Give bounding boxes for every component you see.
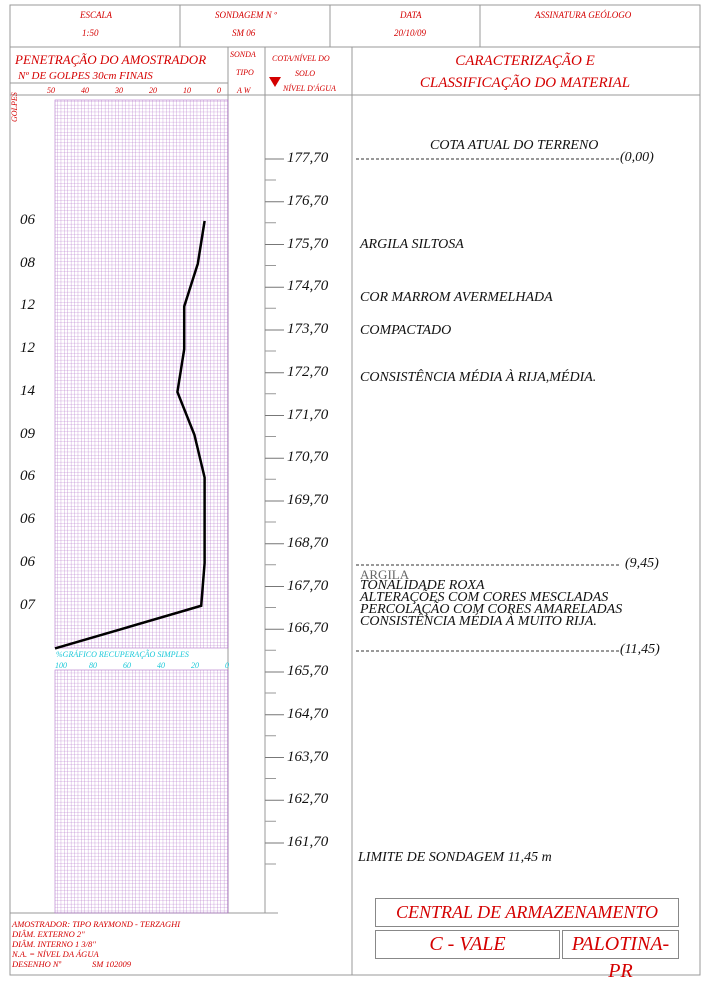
carac-title-1: CARACTERIZAÇÃO E	[455, 53, 595, 69]
blow-count-label: 12	[20, 297, 35, 314]
cota-label: 166,70	[287, 620, 329, 637]
cota-label: 165,70	[287, 663, 329, 679]
data-label: DATA	[400, 10, 422, 20]
desc-compactado: COMPACTADO	[360, 323, 452, 338]
golpes-title: Nº DE GOLPES 30cm FINAIS	[18, 70, 153, 82]
recovery-scale-tick: 20	[191, 661, 199, 670]
cota-label: 177,70	[287, 150, 329, 166]
escala-label: ESCALA	[80, 10, 113, 20]
recovery-scale-tick: 0	[225, 661, 229, 670]
carac-title-2: CLASSIFICAÇÃO DO MATERIAL	[419, 75, 631, 91]
blow-scale-tick: 50	[47, 86, 55, 95]
project-box: CENTRAL DE ARMAZENAMENTO	[375, 898, 679, 927]
cota-label: 176,70	[287, 192, 329, 209]
assinatura-label: ASSINATURA GEÓLOGO	[535, 10, 632, 20]
blow-scale-tick: 20	[149, 86, 157, 95]
desc-consistencia: CONSISTÊNCIA MÉDIA À RIJA,MÉDIA.	[360, 370, 597, 385]
cota-label: 167,70	[287, 577, 329, 594]
cota-label: 172,70	[287, 363, 329, 380]
depth-945: (9,45)	[625, 556, 659, 571]
cota-label: 169,70	[287, 492, 329, 508]
outer-border	[9, 4, 701, 976]
penetracao-title: PENETRAÇÃO DO AMOSTRADOR	[15, 52, 207, 67]
blow-count-label: 14	[20, 382, 35, 399]
desc-tonalidade: TONALIDADE ROXA	[360, 578, 485, 593]
footer-amostrador: AMOSTRADOR: TIPO RAYMOND - TERZAGHI	[12, 919, 181, 929]
recuperacao-title: %GRÁFICO RECUPERAÇÃO SIMPLES	[56, 650, 189, 659]
blow-count-label: 09	[20, 425, 35, 442]
blow-count-label: 08	[20, 254, 35, 271]
recovery-scale-tick: 40	[157, 661, 165, 670]
solo-label: SOLO	[295, 69, 316, 78]
client-box: C - VALE	[375, 930, 560, 959]
cota-label: 161,70	[287, 834, 329, 850]
water-level-icon	[269, 77, 281, 87]
golpes-vertical-label: GOLPES	[10, 92, 19, 122]
data-value: 20/10/09	[394, 28, 427, 38]
cota-atual: COTA ATUAL DO TERRENO	[430, 138, 599, 153]
footer-desenho-value: SM 102009	[92, 959, 131, 969]
cota-label: 174,70	[287, 278, 329, 295]
cota-label: 175,70	[287, 235, 329, 252]
cota-label: 164,70	[287, 705, 329, 722]
cota-label: 171,70	[287, 406, 329, 423]
footer-desenho: DESENHO Nº	[12, 959, 62, 969]
cota-label: 163,70	[287, 748, 329, 765]
blow-count-label: 07	[20, 596, 35, 613]
blow-count-label: 06	[20, 553, 35, 570]
blow-scale-tick: 40	[81, 86, 89, 95]
blow-count-label: 06	[20, 511, 35, 528]
blow-scale-tick: 0	[217, 86, 221, 95]
sondagem-label: SONDAGEM N º	[215, 10, 277, 20]
recovery-grid	[54, 669, 229, 914]
cota-label: COTA/NÍVEL DO	[272, 54, 330, 63]
recovery-scale-tick: 100	[55, 661, 67, 670]
depth-1145: (11,45)	[620, 642, 660, 657]
depth-0: (0,00)	[620, 150, 654, 165]
desc-argila-siltosa: ARGILA SILTOSA	[360, 237, 464, 252]
limite-sondagem: LIMITE DE SONDAGEM 11,45 m	[358, 850, 552, 865]
tipo-label: TIPO	[236, 68, 254, 77]
desc-cor: COR MARROM AVERMELHADA	[360, 290, 553, 305]
cota-label: 168,70	[287, 534, 329, 551]
footer-externo: DIÂM. EXTERNO 2"	[12, 929, 85, 939]
escala-value: 1:50	[82, 28, 99, 38]
aw-label: A W	[237, 86, 251, 95]
recovery-scale-tick: 60	[123, 661, 131, 670]
desc-alteracoes: ALTERAÇÕES COM CORES MESCLADAS	[360, 590, 609, 605]
nivel-agua-label: NÍVEL D'ÁGUA	[283, 84, 336, 93]
blow-scale-tick: 10	[183, 86, 191, 95]
desc-consistencia-2: CONSISTÊNCIA MÉDIA À MUITO RIJA.	[360, 614, 597, 629]
footer-na: N.A. = NÍVEL DA ÁGUA	[12, 949, 99, 959]
recovery-scale-tick: 80	[89, 661, 97, 670]
blow-count-grid	[54, 99, 229, 649]
blow-count-label: 06	[20, 468, 35, 485]
sonda-label: SONDA	[230, 50, 256, 59]
location-box: PALOTINA-PR	[562, 930, 679, 981]
desc-argila: ARGILA	[360, 567, 410, 582]
cota-label: 170,70	[287, 449, 329, 466]
blow-scale-tick: 30	[115, 86, 123, 95]
blow-count-label: 12	[20, 340, 35, 357]
cota-label: 173,70	[287, 321, 329, 337]
cota-label: 162,70	[287, 791, 329, 808]
footer-interno: DIÂM. INTERNO 1 3/8"	[12, 939, 96, 949]
sondagem-value: SM 06	[232, 28, 256, 38]
blow-count-label: 06	[20, 211, 35, 228]
desc-percolacao: PERCOLAÇÃO COM CORES AMARELADAS	[360, 602, 623, 617]
blow-count-line	[54, 220, 206, 650]
